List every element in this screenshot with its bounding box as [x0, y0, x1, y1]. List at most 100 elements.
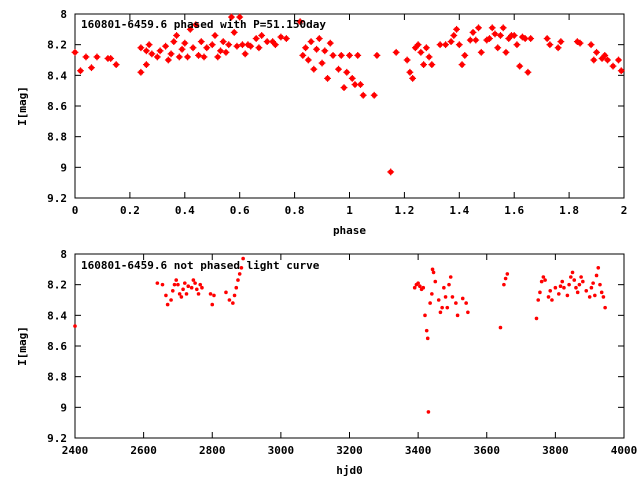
data-point — [304, 56, 312, 64]
data-point — [477, 48, 485, 56]
x-tick-label: 4000 — [611, 444, 638, 457]
data-point — [466, 36, 474, 44]
data-point — [189, 44, 197, 52]
data-point — [541, 275, 546, 279]
data-point — [77, 67, 84, 75]
data-point — [453, 25, 460, 33]
data-point — [417, 48, 425, 56]
data-point — [170, 38, 178, 45]
data-point — [310, 65, 318, 73]
data-point — [348, 75, 356, 82]
data-point — [335, 65, 342, 73]
y-tick-label: 9.2 — [47, 432, 67, 445]
data-point — [282, 35, 290, 42]
data-point — [543, 278, 547, 282]
data-point — [337, 52, 345, 59]
y-axis-label: I[mag] — [16, 326, 29, 366]
data-point — [440, 305, 444, 310]
data-point — [107, 55, 115, 62]
data-point — [461, 52, 469, 59]
data-point — [315, 35, 323, 42]
y-tick-label: 8.6 — [47, 100, 67, 113]
data-point — [562, 285, 566, 290]
data-point — [211, 32, 219, 39]
data-point — [112, 61, 120, 68]
y-tick-label: 8.4 — [47, 69, 67, 82]
data-point — [581, 279, 585, 284]
data-point — [252, 35, 260, 42]
data-point — [326, 39, 334, 47]
data-point — [433, 279, 438, 284]
data-point — [82, 53, 90, 61]
data-point — [502, 48, 510, 56]
data-point — [431, 270, 436, 275]
data-point — [469, 29, 477, 36]
data-point — [577, 282, 582, 287]
data-point — [442, 41, 449, 49]
data-point — [217, 47, 224, 55]
data-point — [167, 50, 175, 58]
data-point — [222, 48, 230, 56]
data-point — [593, 48, 600, 56]
data-point — [247, 42, 255, 50]
y-tick-label: 8.4 — [47, 309, 67, 322]
data-point — [236, 278, 240, 282]
data-point — [148, 50, 156, 58]
data-point — [241, 50, 249, 58]
data-point — [510, 32, 518, 39]
data-point — [464, 301, 468, 305]
data-point — [579, 275, 583, 279]
data-point — [609, 62, 617, 70]
data-point — [73, 324, 77, 328]
data-point — [177, 292, 182, 296]
data-point — [428, 301, 432, 305]
data-point — [591, 281, 595, 285]
data-point — [424, 328, 429, 333]
unphased-light-curve-panel: 2400 2600 2800 3000 3200 3400 3600 3800 4000 8 8.2… — [16, 248, 637, 477]
data-point — [460, 296, 465, 301]
data-point — [214, 53, 222, 61]
data-point — [359, 91, 367, 99]
data-point — [71, 48, 79, 56]
data-point — [329, 52, 337, 59]
data-points — [73, 256, 607, 414]
data-point — [617, 67, 625, 75]
x-tick-label: 3800 — [542, 444, 569, 457]
y-tick-label: 9.2 — [47, 192, 67, 205]
data-point — [224, 290, 228, 295]
data-point — [255, 44, 263, 52]
data-point — [587, 41, 595, 49]
data-point — [543, 35, 551, 42]
data-point — [472, 36, 480, 44]
data-point — [192, 21, 200, 29]
data-point — [170, 289, 175, 293]
data-point — [443, 295, 448, 299]
data-point — [227, 298, 232, 302]
data-point — [196, 292, 201, 296]
data-point — [346, 52, 353, 59]
x-tick-label: 0.4 — [175, 204, 195, 217]
data-point — [458, 61, 466, 68]
data-point — [241, 256, 245, 261]
data-point — [430, 292, 434, 296]
x-tick-label: 2600 — [130, 444, 157, 457]
data-point — [237, 272, 242, 276]
data-point — [195, 52, 202, 59]
data-point — [195, 287, 199, 292]
x-tick-label: 2400 — [62, 444, 89, 457]
data-point — [420, 61, 428, 68]
x-tick-label: 3200 — [336, 444, 363, 457]
data-point — [574, 285, 578, 290]
data-point — [228, 13, 235, 21]
data-point — [524, 68, 532, 76]
data-point — [324, 75, 331, 82]
data-point — [534, 316, 539, 321]
data-point — [590, 56, 598, 64]
data-point — [370, 91, 378, 99]
data-point — [516, 62, 524, 70]
data-point — [321, 47, 329, 55]
data-point — [155, 281, 160, 285]
data-point — [599, 290, 604, 295]
data-point — [234, 285, 239, 290]
data-point — [426, 410, 431, 414]
